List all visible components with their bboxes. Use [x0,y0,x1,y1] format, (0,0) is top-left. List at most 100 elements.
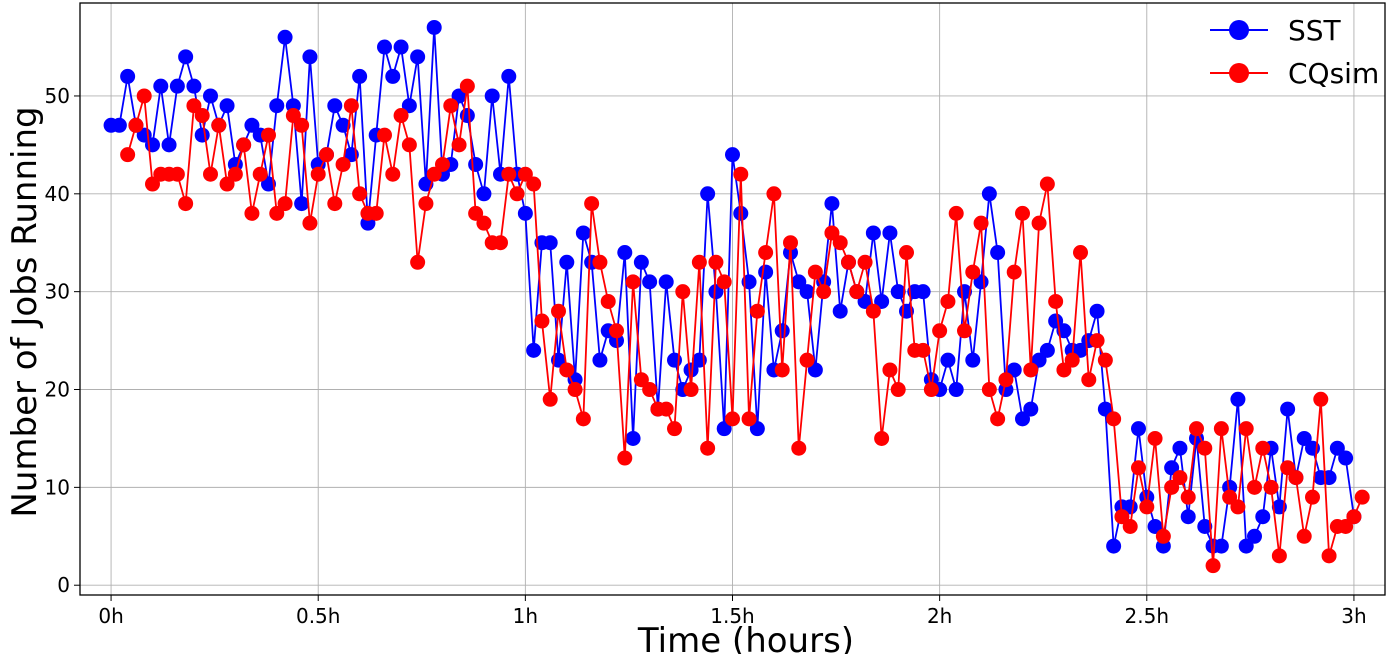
data-point-cqsim [1255,440,1271,456]
data-point-sst [1048,313,1064,329]
data-point-sst [219,98,235,114]
data-point-cqsim [368,205,384,221]
data-point-cqsim [1064,352,1080,368]
data-point-cqsim [923,382,939,398]
data-point-cqsim [194,108,210,124]
data-point-cqsim [741,411,757,427]
data-point-cqsim [609,323,624,339]
data-point-sst [658,274,674,290]
data-point-sst [749,421,765,437]
data-point-sst [1131,421,1146,437]
data-point-sst [1097,401,1113,417]
data-point-sst [161,137,177,153]
data-point-sst [758,264,774,280]
data-point-cqsim [625,274,641,290]
gridlines [80,3,1385,595]
data-point-cqsim [799,352,815,368]
data-point-cqsim [1354,489,1370,505]
data-point-cqsim [1089,333,1105,349]
data-point-cqsim [1172,470,1188,486]
data-point-cqsim [948,205,964,221]
data-point-cqsim [352,186,368,202]
data-point-sst [426,19,442,35]
data-point-sst [1329,440,1345,456]
data-point-cqsim [1197,440,1213,456]
x-axis-label: Time (hours) [637,621,854,654]
data-point-sst [377,39,392,55]
data-point-sst [1039,342,1055,358]
data-point-sst [186,78,202,94]
data-point-cqsim [335,156,351,172]
data-point-cqsim [227,166,243,182]
data-point-cqsim [700,440,716,456]
data-point-cqsim [1147,430,1163,446]
data-point-cqsim [1180,489,1196,505]
data-point-sst [642,274,658,290]
data-point-cqsim [683,382,699,398]
y-tick-label: 30 [45,280,70,304]
data-point-sst [1172,440,1188,456]
data-point-sst [633,254,649,270]
data-point-sst [484,88,500,104]
data-point-sst [1031,352,1047,368]
data-point-cqsim [1213,421,1229,437]
x-tick-label: 2h [927,604,952,628]
data-point-cqsim [733,166,749,182]
data-point-sst [882,225,898,241]
data-point-sst [1230,391,1246,407]
y-axis-ticks: 0 10 20 30 40 50 [45,84,80,597]
data-point-sst [393,39,409,55]
data-point-cqsim [178,196,194,212]
data-point-cqsim [476,215,492,231]
data-point-sst [1180,509,1196,525]
data-point-sst [865,225,881,241]
data-point-cqsim [1131,460,1146,476]
data-point-cqsim [600,293,616,309]
data-point-cqsim [526,176,542,192]
data-point-sst [468,156,484,172]
data-point-cqsim [1321,548,1337,564]
data-point-cqsim [186,98,202,114]
data-point-cqsim [990,411,1006,427]
data-point-sst [1147,519,1163,534]
data-point-cqsim [617,450,633,466]
data-point-cqsim [667,421,682,437]
data-point-cqsim [501,166,517,182]
x-tick-label: 0h [98,604,123,628]
data-point-sst [708,284,724,300]
data-point-sst [327,98,343,114]
data-point-cqsim [1106,411,1122,427]
data-point-sst [1197,519,1213,534]
data-point-sst [890,284,906,300]
data-point-cqsim [890,382,906,398]
data-point-sst [153,78,169,94]
data-point-sst [1089,303,1105,319]
data-point-sst [965,352,981,368]
data-point-sst [1213,538,1229,554]
data-point-cqsim [865,303,881,319]
data-point-cqsim [691,254,707,270]
x-tick-label: 2.5h [1125,604,1169,628]
data-point-sst [559,254,575,270]
data-point-cqsim [551,303,566,319]
data-point-cqsim [766,186,782,202]
data-point-sst [700,186,716,202]
y-tick-label: 0 [57,573,70,597]
data-point-sst [1238,538,1254,554]
y-tick-label: 40 [45,182,70,206]
data-point-sst [1247,528,1262,544]
data-point-sst [501,68,517,84]
data-point-sst [857,293,873,309]
data-point-cqsim [136,88,152,104]
data-point-sst [169,78,185,94]
data-point-sst [1280,401,1296,417]
data-point-sst [807,362,823,378]
data-point-cqsim [725,411,740,427]
data-point-sst [203,88,218,104]
data-point-cqsim [534,313,550,329]
data-point-cqsim [774,362,790,378]
data-point-cqsim [435,156,450,172]
data-point-cqsim [816,284,832,300]
data-point-cqsim [998,372,1014,388]
data-point-cqsim [310,166,326,182]
